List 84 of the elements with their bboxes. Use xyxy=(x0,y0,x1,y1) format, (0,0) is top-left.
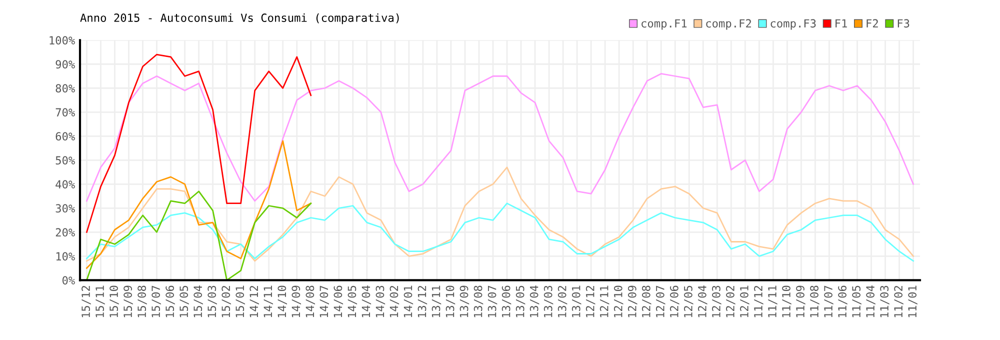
x-tick-label: 12/12 xyxy=(586,286,596,318)
x-tick-label: 15/09 xyxy=(124,286,133,318)
x-tick-label: 13/03 xyxy=(544,286,554,318)
y-tick-label: 10% xyxy=(56,252,75,261)
x-tick-label: 12/11 xyxy=(600,286,610,318)
x-tick-label: 11/04 xyxy=(866,286,876,318)
x-tick-label: 14/01 xyxy=(404,286,414,318)
x-tick-label: 13/01 xyxy=(572,286,582,318)
line-series xyxy=(86,190,312,280)
x-tick-label: 11/06 xyxy=(838,286,848,318)
x-tick-label: 15/01 xyxy=(236,286,245,318)
y-tick-label: 20% xyxy=(56,228,75,237)
x-tick-label: 14/07 xyxy=(320,286,330,318)
chart-title: Anno 2015 - Autoconsumi Vs Consumi (comparativa) xyxy=(80,13,399,24)
x-tick-label: 15/06 xyxy=(166,286,175,318)
line-series xyxy=(86,166,914,262)
x-tick-label: 13/09 xyxy=(460,286,470,318)
x-tick-label: 15/08 xyxy=(138,286,147,318)
x-tick-label: 11/05 xyxy=(852,286,862,318)
line-series xyxy=(86,202,914,262)
x-tick-label: 11/10 xyxy=(782,286,792,318)
line-series xyxy=(86,140,312,269)
x-tick-label: 11/03 xyxy=(880,286,890,318)
y-tick-label: 0% xyxy=(62,276,75,285)
x-tick-label: 14/08 xyxy=(306,286,315,318)
legend-label: F2 xyxy=(866,19,878,28)
legend-label: comp.F2 xyxy=(706,19,751,30)
x-tick-label: 14/05 xyxy=(348,286,358,318)
x-tick-label: 11/08 xyxy=(810,286,820,318)
x-tick-label: 12/10 xyxy=(614,286,624,318)
x-tick-label: 12/01 xyxy=(740,286,750,318)
x-tick-label: 13/06 xyxy=(502,286,512,318)
x-tick-label: 12/06 xyxy=(670,286,680,318)
x-tick-label: 11/07 xyxy=(824,286,834,318)
x-tick-label: 14/02 xyxy=(390,286,400,318)
x-tick-label: 11/12 xyxy=(754,286,764,318)
y-tick-label: 60% xyxy=(56,132,75,141)
x-tick-label: 12/08 xyxy=(642,286,652,318)
x-tick-label: 12/02 xyxy=(726,286,736,318)
x-tick-label: 15/12 xyxy=(82,286,91,318)
x-tick-label: 12/03 xyxy=(712,286,722,318)
x-tick-label: 11/09 xyxy=(796,286,806,318)
line-series xyxy=(86,73,914,202)
x-tick-label: 14/12 xyxy=(250,286,259,318)
y-tick-label: 70% xyxy=(56,108,75,117)
x-tick-label: 14/09 xyxy=(292,286,301,318)
x-tick-label: 15/04 xyxy=(194,286,203,318)
x-tick-label: 15/07 xyxy=(152,286,161,318)
y-tick-label: 100% xyxy=(50,36,75,45)
x-tick-label: 13/05 xyxy=(516,286,526,318)
legend-label: F1 xyxy=(836,19,847,28)
x-tick-label: 15/11 xyxy=(96,286,105,318)
x-tick-label: 15/10 xyxy=(110,286,119,318)
x-tick-label: 13/08 xyxy=(474,286,484,318)
legend-label: F3 xyxy=(898,19,910,28)
legend-label: comp.F1 xyxy=(642,19,687,30)
x-tick-label: 14/06 xyxy=(334,286,344,318)
x-tick-label: 14/10 xyxy=(278,286,287,318)
x-tick-label: 15/03 xyxy=(208,286,217,318)
x-tick-label: 13/10 xyxy=(446,286,456,318)
x-tick-label: 11/11 xyxy=(768,286,778,318)
x-tick-label: 14/03 xyxy=(376,286,386,318)
x-tick-label: 15/02 xyxy=(222,286,231,318)
line-series xyxy=(86,54,312,233)
y-tick-label: 80% xyxy=(56,84,75,93)
x-tick-label: 13/04 xyxy=(530,286,540,318)
x-tick-label: 12/04 xyxy=(698,286,708,318)
x-tick-label: 13/11 xyxy=(432,286,442,318)
y-tick-label: 90% xyxy=(56,60,75,69)
y-tick-label: 50% xyxy=(56,156,75,165)
x-tick-label: 13/07 xyxy=(488,286,498,318)
x-tick-label: 13/12 xyxy=(418,286,428,318)
x-tick-label: 15/05 xyxy=(180,286,189,318)
x-tick-label: 11/02 xyxy=(894,286,904,318)
legend-label: comp.F3 xyxy=(770,19,816,30)
x-tick-label: 12/07 xyxy=(656,286,666,318)
y-tick-label: 30% xyxy=(56,204,75,213)
x-tick-label: 14/11 xyxy=(264,286,273,318)
x-tick-label: 11/01 xyxy=(908,286,918,318)
x-tick-label: 13/02 xyxy=(558,286,568,318)
x-tick-label: 12/09 xyxy=(628,286,638,318)
x-tick-label: 12/05 xyxy=(684,286,694,318)
y-tick-label: 40% xyxy=(56,180,75,189)
x-tick-label: 14/04 xyxy=(362,286,372,318)
